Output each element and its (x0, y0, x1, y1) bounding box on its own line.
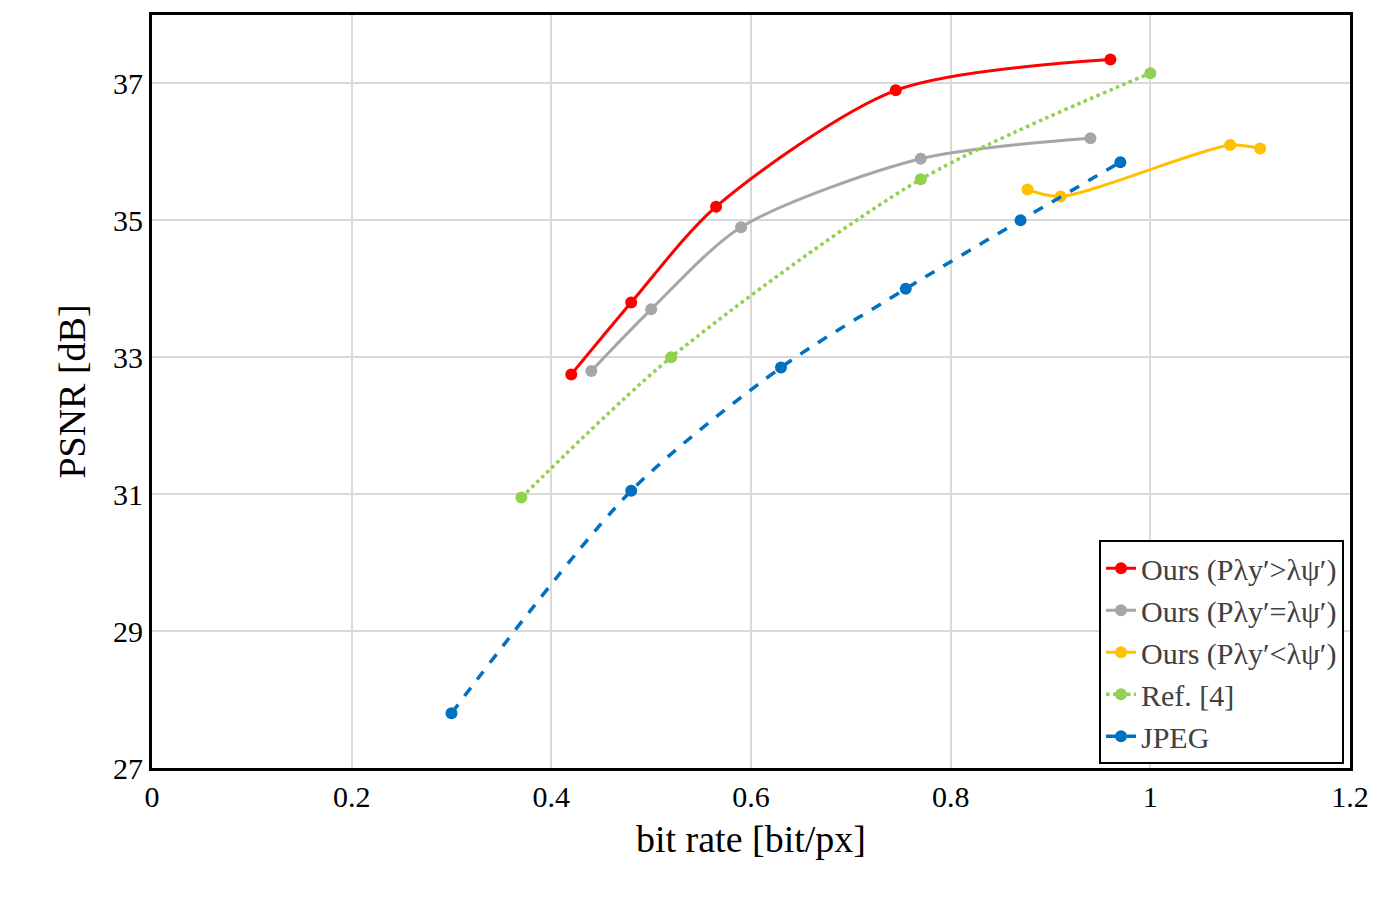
svg-text:1.2: 1.2 (1331, 780, 1369, 813)
svg-text:Ours (Pλy′=λψ′): Ours (Pλy′=λψ′) (1141, 595, 1336, 629)
svg-text:29: 29 (113, 615, 143, 648)
svg-text:Ours (Pλy′<λψ′): Ours (Pλy′<λψ′) (1141, 637, 1336, 671)
svg-text:0: 0 (145, 780, 160, 813)
svg-text:0.2: 0.2 (333, 780, 371, 813)
svg-text:Ref. [4]: Ref. [4] (1141, 679, 1234, 712)
svg-text:33: 33 (113, 341, 143, 374)
svg-text:27: 27 (113, 752, 143, 785)
svg-text:0.6: 0.6 (732, 780, 770, 813)
svg-text:0.4: 0.4 (533, 780, 571, 813)
svg-text:bit rate [bit/px]: bit rate [bit/px] (636, 818, 866, 860)
svg-text:1: 1 (1143, 780, 1158, 813)
svg-text:JPEG: JPEG (1141, 721, 1209, 754)
svg-text:PSNR [dB]: PSNR [dB] (51, 304, 93, 478)
svg-text:35: 35 (113, 204, 143, 237)
svg-text:Ours (Pλy′>λψ′): Ours (Pλy′>λψ′) (1141, 553, 1336, 587)
svg-text:0.8: 0.8 (932, 780, 970, 813)
svg-text:31: 31 (113, 478, 143, 511)
svg-text:37: 37 (113, 67, 143, 100)
